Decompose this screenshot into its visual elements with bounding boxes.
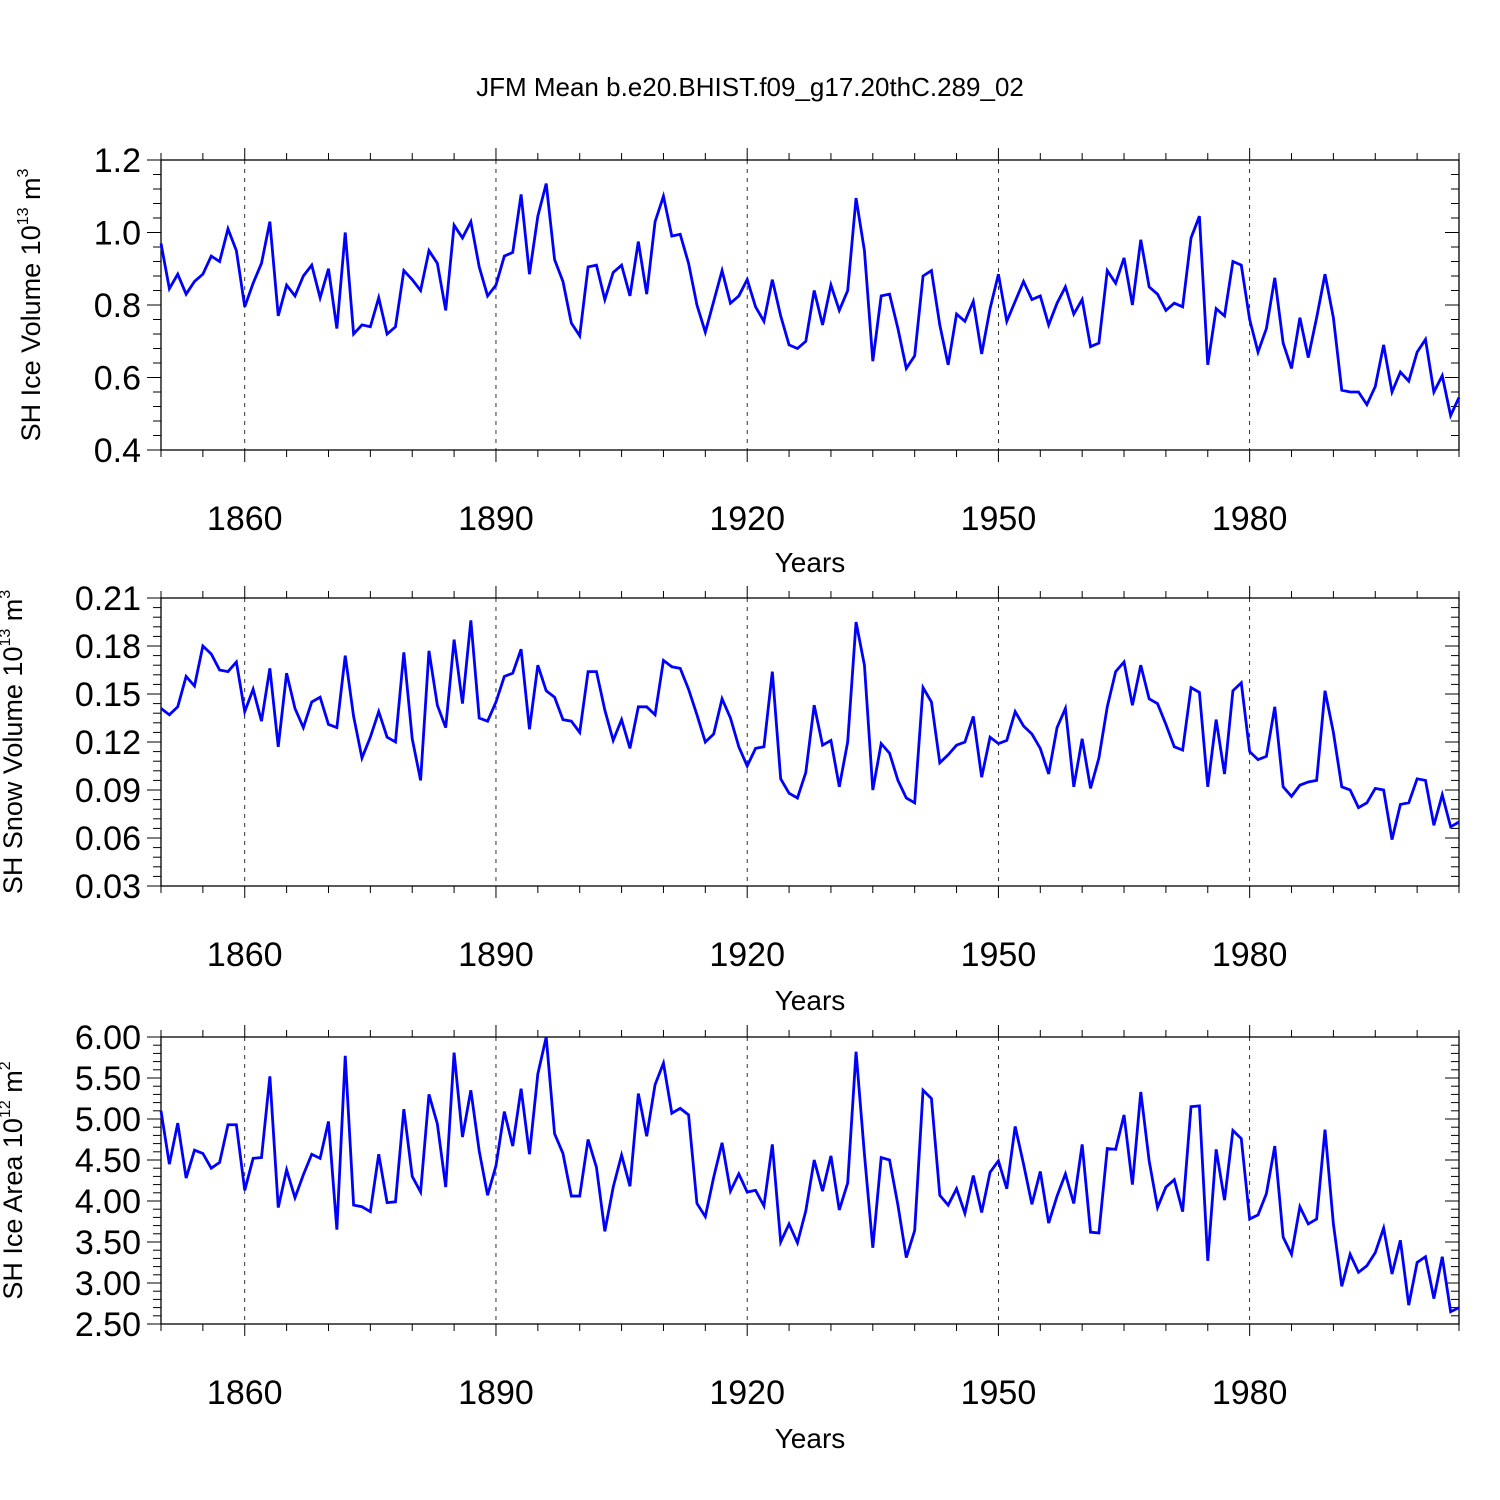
y-tick-label: 6.00 (75, 1019, 141, 1057)
y-tick-label: 0.8 (94, 287, 141, 325)
y-label-unit-exponent: 3 (0, 590, 14, 599)
x-tick-label: 1980 (1212, 1374, 1288, 1412)
y-tick-label: 3.50 (75, 1224, 141, 1262)
chart-panel-1: 0.4 0.6 0.8 1.0 1.2 1860 1890 1920 1950 1980 Years… (15, 142, 1461, 578)
series-line-sh-ice-volume (159, 183, 1461, 420)
y-tick-label: 0.15 (75, 676, 141, 714)
plot-frame (160, 1036, 1460, 1325)
y-label-exponent: 13 (15, 207, 32, 225)
y-label-unit: m (16, 177, 46, 207)
chart-panel-3: 2.503.003.504.004.505.005.506.00 1860 1890… (0, 1019, 1460, 1454)
y-tick-label: 3.00 (75, 1265, 141, 1303)
x-tick-label: 1920 (709, 936, 785, 974)
y-tick-label: 0.6 (94, 360, 141, 398)
x-tick-label: 1860 (207, 500, 283, 538)
y-tick-label: 0.03 (75, 868, 141, 906)
x-tick-label: 1950 (961, 936, 1037, 974)
y-tick-label: 0.12 (75, 724, 141, 762)
y-axis-label: SH Ice Area 1012 m2 (0, 1061, 28, 1299)
y-label-unit: m (0, 1070, 28, 1100)
x-axis-label: Years (775, 985, 846, 1016)
y-tick-label: 5.50 (75, 1060, 141, 1098)
y-tick-label: 0.21 (75, 580, 141, 618)
y-axis-label: SH Snow Volume 1013 m3 (0, 590, 28, 894)
y-tick-label: 0.18 (75, 628, 141, 666)
y-tick-label: 1.0 (94, 215, 141, 253)
y-label-text: SH Ice Volume 10 (16, 225, 46, 441)
plot-frame (160, 159, 1460, 451)
y-label-text: SH Snow Volume 10 (0, 647, 28, 895)
y-tick-label: 0.09 (75, 772, 141, 810)
y-tick-label: 5.00 (75, 1101, 141, 1139)
y-tick-label: 0.4 (94, 432, 141, 470)
y-tick-label: 2.50 (75, 1306, 141, 1344)
series-line-sh-ice-area (159, 1036, 1460, 1314)
x-tick-label: 1890 (458, 1374, 534, 1412)
y-label-exponent: 13 (0, 629, 14, 647)
y-label-text: SH Ice Area 10 (0, 1118, 28, 1300)
x-axis-label: Years (775, 547, 846, 578)
x-tick-label: 1860 (207, 936, 283, 974)
y-tick-label: 4.00 (75, 1183, 141, 1221)
y-label-unit-exponent: 2 (0, 1061, 14, 1070)
series-line-sh-snow-volume (160, 620, 1460, 840)
x-axis-label: Years (775, 1423, 846, 1454)
x-tick-label: 1980 (1212, 936, 1288, 974)
x-tick-label: 1950 (961, 1374, 1037, 1412)
y-tick-label: 0.06 (75, 820, 141, 858)
y-label-exponent: 12 (0, 1100, 14, 1118)
x-tick-label: 1860 (207, 1374, 283, 1412)
y-label-unit-exponent: 3 (15, 168, 32, 177)
y-label-unit: m (0, 599, 28, 629)
x-tick-label: 1980 (1212, 500, 1288, 538)
chart-title: JFM Mean b.e20.BHIST.f09_g17.20thC.289_0… (476, 72, 1024, 102)
x-tick-label: 1920 (709, 500, 785, 538)
chart-panel-2: 0.03 0.06 0.09 0.12 0.15 0.18 0.21 1860 1890 1920… (0, 580, 1460, 1016)
x-tick-label: 1890 (458, 500, 534, 538)
y-tick-label: 1.2 (94, 142, 141, 180)
y-tick-label: 4.50 (75, 1142, 141, 1180)
x-tick-label: 1890 (458, 936, 534, 974)
y-axis-label: SH Ice Volume 1013 m3 (15, 168, 46, 441)
x-tick-label: 1950 (961, 500, 1037, 538)
x-tick-label: 1920 (709, 1374, 785, 1412)
